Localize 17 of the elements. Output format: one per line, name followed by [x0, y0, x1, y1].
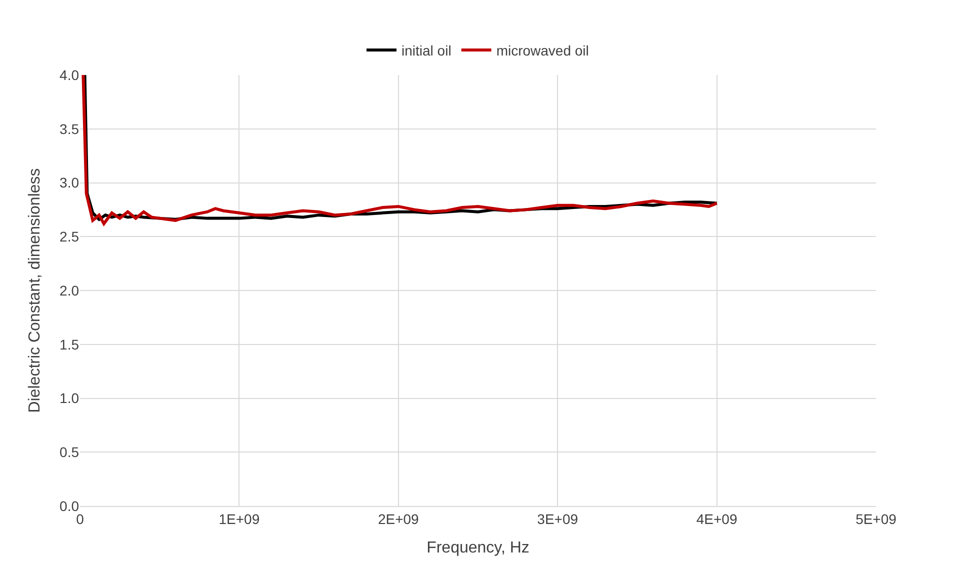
y-axis-title: Dielectric Constant, dimensionless [26, 168, 44, 413]
x-tick-label: 3E+09 [537, 510, 578, 527]
y-tick-label: 4.0 [60, 66, 80, 83]
x-tick-label: 4E+09 [696, 510, 738, 527]
y-tick-label: 3.0 [60, 174, 80, 191]
legend-label: microwaved oil [496, 42, 589, 58]
x-axis-title: Frequency, Hz [426, 540, 530, 556]
x-tick-label: 1E+09 [218, 510, 260, 527]
y-tick-label: 2.5 [60, 228, 80, 245]
legend-label: initial oil [402, 42, 452, 58]
y-tick-label: 0.5 [60, 444, 80, 460]
y-tick-label: 1.5 [60, 336, 80, 352]
y-tick-label: 2.0 [60, 282, 80, 298]
x-tick-label: 2E+09 [378, 510, 420, 527]
y-tick-label: 3.5 [60, 120, 80, 137]
x-tick-label: 5E+09 [856, 510, 897, 527]
y-tick-label: 1.0 [60, 390, 80, 406]
